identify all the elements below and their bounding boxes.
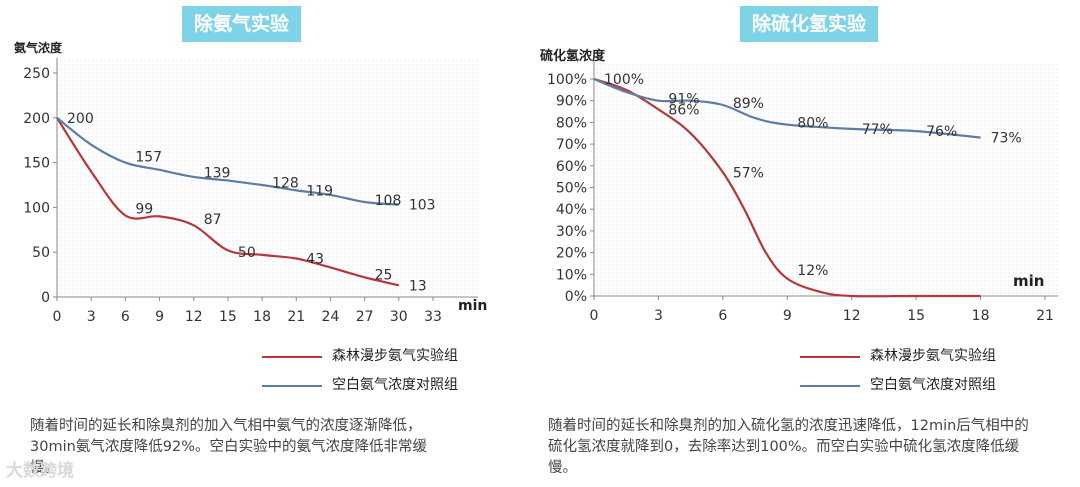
legend-swatch-red: [262, 356, 322, 358]
left-chart-title-banner: 除氨气实验: [182, 6, 302, 42]
x-tick-label: 18: [253, 309, 271, 325]
x-tick-label: 0: [53, 309, 62, 325]
left-caption: 随着时间的延长和除臭剂的加入气相中氨气的浓度逐渐降低， 30min氨气浓度降低9…: [30, 416, 500, 479]
data-label: 89%: [733, 96, 764, 112]
series-line: [593, 77, 981, 139]
data-label: 76%: [926, 124, 957, 140]
y-axis-title: 氨气浓度: [14, 40, 63, 55]
x-tick-label: 3: [654, 308, 663, 324]
series-line: [56, 116, 399, 206]
caption-line: 随着时间的延长和除臭剂的加入气相中氨气的浓度逐渐降低，: [30, 418, 422, 434]
data-label: 50: [238, 245, 256, 261]
series-line: [593, 77, 981, 298]
y-tick-label: 80%: [556, 115, 587, 131]
x-tick-label: 27: [356, 309, 374, 325]
legend-swatch-blue: [800, 385, 860, 387]
right-chart-title-banner: 除硫化氢实验: [740, 6, 879, 42]
y-tick-label: 50%: [556, 181, 587, 197]
hydrogen-sulfide-chart: 0% 10% 20% 30% 40% 50% 60% 70% 80% 90% 100% 0 3 6 9 12 1…: [540, 48, 1058, 324]
legend-label-experiment: 森林漫步氨气实验组: [870, 348, 996, 364]
data-label: 119: [306, 183, 333, 199]
data-label: 87: [204, 212, 222, 228]
y-tick-label: 50: [32, 245, 50, 261]
y-tick-label: 90%: [556, 94, 587, 110]
x-tick-label: 21: [287, 309, 305, 325]
x-tick-label: 30: [390, 309, 408, 325]
data-label: 157: [135, 149, 162, 165]
data-label: 139: [204, 165, 231, 181]
right-caption: 随着时间的延长和除臭剂的加入硫化氢的浓度迅速降低，12min后气相中的 硫化氢浓…: [548, 416, 1078, 479]
legend-swatch-blue: [262, 385, 322, 387]
data-label: 25: [375, 268, 393, 284]
x-axis-title: min: [458, 298, 487, 314]
data-label: 91%: [668, 92, 699, 108]
x-axis-title: min: [1013, 272, 1044, 290]
x-tick-label: 33: [424, 309, 442, 325]
x-tick-label: 0: [590, 308, 599, 324]
x-tick-label: 21: [1036, 308, 1054, 324]
y-tick-label: 250: [23, 66, 50, 82]
y-tick-label: 0: [41, 290, 50, 306]
ammonia-chart: 0 50 100 150 200 250 0 3 6 9 12 15 18 21 24 27 30 33 氨气浓度 m…: [14, 40, 487, 325]
x-tick-label: 6: [121, 309, 130, 325]
caption-line: 30min氨气浓度降低92%。空白实验中的氨气浓度降低非常缓: [30, 439, 428, 455]
y-tick-label: 150: [23, 156, 50, 172]
x-tick-label: 12: [843, 308, 861, 324]
data-label: 57%: [733, 165, 764, 181]
data-label: 108: [375, 193, 402, 209]
y-tick-label: 30%: [556, 224, 587, 240]
x-tick-label: 9: [155, 309, 164, 325]
data-label: 200: [67, 111, 94, 127]
data-label: 103: [409, 198, 436, 214]
watermark: 大数跨境: [6, 461, 74, 481]
caption-line: 慢。: [548, 460, 577, 476]
data-label: 43: [306, 251, 324, 267]
y-tick-label: 200: [23, 111, 50, 127]
x-tick-label: 24: [322, 309, 340, 325]
legend-label-experiment: 森林漫步氨气实验组: [332, 348, 458, 364]
plot-area: [57, 58, 478, 297]
legend-label-control: 空白氨气浓度对照组: [332, 377, 458, 393]
y-tick-label: 40%: [556, 202, 587, 218]
x-tick-label: 3: [87, 309, 96, 325]
x-tick-label: 6: [718, 308, 727, 324]
y-tick-label: 100%: [547, 72, 587, 88]
caption-line: 硫化氢浓度就降到0，去除率达到100%。而空白实验中硫化氢浓度降低缓: [548, 439, 1020, 455]
y-tick-label: 20%: [556, 246, 587, 262]
x-tick-label: 15: [219, 309, 237, 325]
y-tick-label: 70%: [556, 137, 587, 153]
x-tick-label: 18: [972, 308, 990, 324]
y-tick-label: 10%: [556, 267, 587, 283]
data-label: 100%: [604, 72, 644, 88]
data-label: 73%: [991, 131, 1022, 147]
caption-line: 随着时间的延长和除臭剂的加入硫化氢的浓度迅速降低，12min后气相中的: [548, 418, 1029, 434]
y-tick-label: 100: [23, 200, 50, 216]
y-axis-title: 硫化氢浓度: [540, 48, 606, 64]
data-label: 128: [272, 175, 299, 191]
series-line: [56, 117, 400, 287]
data-label: 86%: [668, 102, 699, 118]
data-label: 99: [135, 201, 153, 217]
y-tick-label: 60%: [556, 159, 587, 175]
data-label: 13: [409, 278, 427, 294]
legend-label-control: 空白氨气浓度对照组: [870, 377, 996, 393]
caption-line: 慢。: [30, 460, 59, 476]
x-tick-label: 15: [907, 308, 925, 324]
x-tick-label: 12: [185, 309, 203, 325]
x-tick-label: 9: [783, 308, 792, 324]
plot-area: [594, 62, 1058, 296]
legend-swatch-red: [800, 356, 860, 358]
data-label: 80%: [797, 115, 828, 131]
data-label: 77%: [862, 122, 893, 138]
y-tick-label: 0%: [565, 289, 587, 305]
data-label: 12%: [797, 263, 828, 279]
